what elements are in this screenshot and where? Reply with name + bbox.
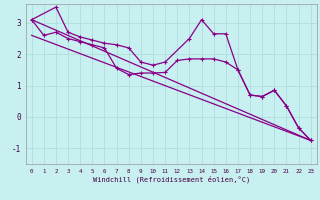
X-axis label: Windchill (Refroidissement éolien,°C): Windchill (Refroidissement éolien,°C)	[92, 175, 250, 183]
